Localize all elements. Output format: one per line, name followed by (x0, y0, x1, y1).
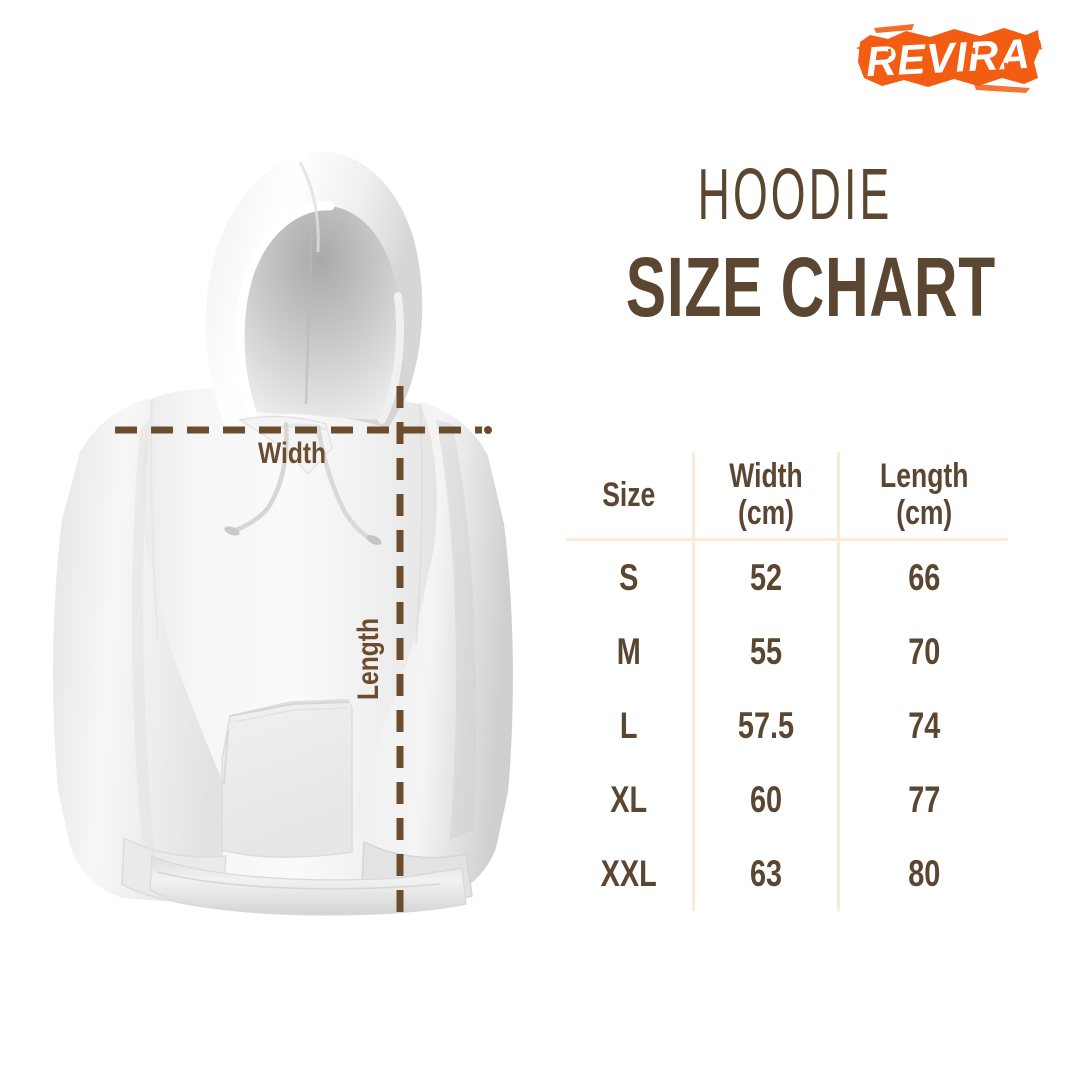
table-row: XL 60 77 (566, 763, 1008, 837)
column-header-width-line1: Width (728, 457, 803, 496)
column-header-length-line2: (cm) (895, 494, 952, 532)
size-value: XL (610, 779, 648, 820)
size-value: XXL (600, 853, 657, 894)
page-title-main: SIZE CHART (625, 239, 996, 334)
size-chart-table: Size Width (cm) Length (cm) S (566, 452, 1008, 911)
pocket-top-seam-2 (233, 707, 349, 723)
cell-length: 80 (836, 837, 1008, 911)
column-header-width-line2: (cm) (737, 494, 794, 532)
hoodie-illustration (53, 151, 513, 916)
table-row: M 55 70 (566, 615, 1008, 689)
hood-edge-left (235, 201, 335, 417)
column-header-width: Width (cm) (691, 452, 838, 541)
cell-size: M (566, 615, 693, 689)
cell-size: XL (566, 763, 693, 837)
cell-size: XXL (566, 837, 693, 911)
hoodie-pocket (221, 699, 353, 858)
length-value: 74 (907, 705, 940, 746)
size-value: L (619, 705, 638, 746)
body-shadow-left (132, 420, 156, 870)
brand-logo: REVIRA (854, 18, 1044, 96)
hood-inner (240, 205, 401, 420)
pocket-top-seam (229, 701, 349, 717)
page-title-product: HOODIE (697, 155, 893, 235)
cell-width: 57.5 (691, 689, 838, 763)
width-value: 63 (749, 853, 782, 894)
length-value: 80 (907, 853, 940, 894)
table-header-row: Size Width (cm) Length (cm) (566, 452, 1008, 541)
drawstring-right (315, 425, 373, 541)
size-value: M (616, 631, 641, 672)
table-row: XXL 63 80 (566, 837, 1008, 911)
drawstring-aglet-left (224, 526, 240, 536)
column-header-length-line1: Length (879, 457, 968, 496)
cell-length: 70 (836, 615, 1008, 689)
drawstring-left (233, 421, 289, 533)
width-value: 52 (749, 557, 782, 598)
width-value: 57.5 (737, 705, 794, 746)
column-header-size-line1: Size (602, 475, 656, 514)
cell-length: 66 (836, 539, 1008, 615)
column-header-length: Length (cm) (836, 452, 1008, 541)
cell-length: 74 (836, 689, 1008, 763)
hoodie-graphic (53, 151, 513, 916)
width-value: 55 (749, 631, 782, 672)
hood-top-seam (298, 161, 320, 253)
cell-width: 52 (691, 539, 838, 615)
table-row: L 57.5 74 (566, 689, 1008, 763)
brand-logo-icon: REVIRA (856, 24, 1042, 93)
hood-edge-right (378, 292, 404, 424)
svg-text:REVIRA: REVIRA (865, 30, 1032, 86)
hoodie-right-sleeve (356, 402, 513, 902)
column-header-size: Size (566, 452, 693, 541)
table-row: S 52 66 (566, 539, 1008, 616)
cell-width: 63 (691, 837, 838, 911)
pocket-left-opening (223, 729, 229, 785)
cell-length: 77 (836, 763, 1008, 837)
length-value: 70 (907, 631, 940, 672)
cell-size: L (566, 689, 693, 763)
width-value: 60 (749, 779, 782, 820)
size-value: S (619, 557, 639, 598)
length-value: 66 (907, 557, 940, 598)
cell-width: 60 (691, 763, 838, 837)
cell-size: S (566, 540, 693, 616)
size-table-container: Size Width (cm) Length (cm) S (566, 452, 1008, 911)
length-value: 77 (907, 779, 940, 820)
cell-width: 55 (691, 615, 838, 689)
body-shadow-right (436, 420, 477, 840)
hood-crease (304, 213, 314, 405)
drawstring-aglet-right (366, 535, 382, 545)
chart-header: HOODIE SIZE CHART (560, 155, 1030, 334)
hoodie-hem (149, 855, 467, 916)
